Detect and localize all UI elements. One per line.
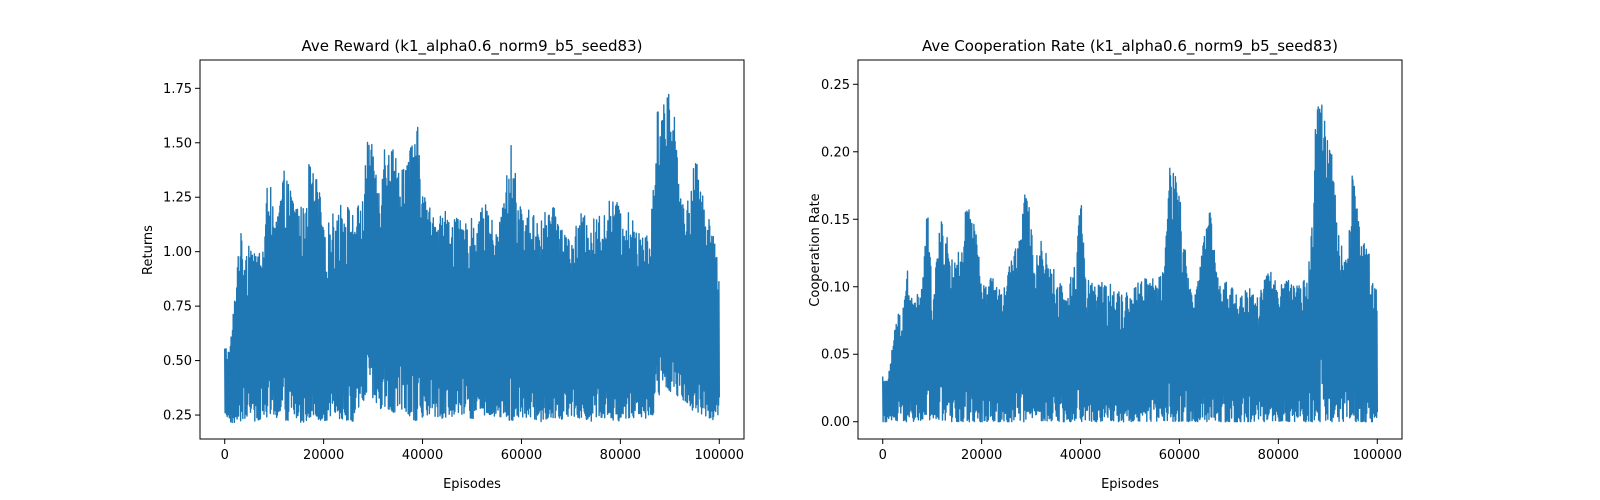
reward-chart-plot-area (224, 93, 720, 424)
cooperation-chart-series-line (882, 104, 1378, 423)
reward-chart-x-tick-label: 0 (221, 448, 229, 463)
cooperation-chart-y-axis: 0.00 0.05 0.10 0.15 0.20 0.25 (821, 78, 858, 430)
cooperation-chart-y-tick-label: 0.00 (821, 415, 850, 430)
cooperation-chart-x-tick-label: 60000 (1159, 448, 1200, 463)
reward-chart-y-tick-label: 0.75 (163, 300, 192, 315)
cooperation-chart-y-tick-label: 0.10 (821, 280, 850, 295)
cooperation-chart-xlabel: Episodes (1101, 477, 1159, 492)
cooperation-chart-title: Ave Cooperation Rate (k1_alpha0.6_norm9_… (922, 37, 1338, 56)
reward-chart-y-tick-label: 1.50 (163, 136, 192, 151)
reward-chart-frame (199, 59, 745, 440)
cooperation-chart-plot-area (882, 104, 1378, 423)
cooperation-chart-x-tick-label: 100000 (1352, 448, 1402, 463)
cooperation-chart: Ave Cooperation Rate (k1_alpha0.6_norm9_… (808, 37, 1403, 492)
reward-chart-x-tick-label: 40000 (402, 448, 443, 463)
reward-chart-title: Ave Reward (k1_alpha0.6_norm9_b5_seed83) (302, 37, 643, 56)
reward-chart-series-line (224, 93, 720, 424)
reward-chart-y-tick-label: 1.75 (163, 82, 192, 97)
reward-chart-x-tick-label: 100000 (694, 448, 744, 463)
reward-chart-x-tick-label: 80000 (600, 448, 641, 463)
reward-chart-y-tick-label: 1.00 (163, 245, 192, 260)
reward-chart-x-tick-label: 20000 (303, 448, 344, 463)
cooperation-chart-x-tick-label: 80000 (1258, 448, 1299, 463)
reward-chart-x-axis: 0 20000 40000 60000 80000 100000 (221, 439, 744, 463)
reward-chart-y-tick-label: 0.50 (163, 354, 192, 369)
cooperation-chart-ylabel: Cooperation Rate (808, 193, 823, 306)
reward-chart-y-tick-label: 1.25 (163, 191, 192, 206)
reward-chart-y-axis: 0.25 0.50 0.75 1.00 1.25 1.50 1.75 (163, 82, 200, 424)
reward-chart: Ave Reward (k1_alpha0.6_norm9_b5_seed83)… (141, 37, 745, 492)
cooperation-chart-x-tick-label: 40000 (1060, 448, 1101, 463)
cooperation-chart-x-tick-label: 0 (879, 448, 887, 463)
reward-chart-xlabel: Episodes (443, 477, 501, 492)
cooperation-chart-x-tick-label: 20000 (961, 448, 1002, 463)
reward-chart-ylabel: Returns (141, 225, 156, 275)
cooperation-chart-y-tick-label: 0.15 (821, 213, 850, 228)
reward-chart-y-tick-label: 0.25 (163, 409, 192, 424)
cooperation-chart-y-tick-label: 0.25 (821, 78, 850, 93)
cooperation-chart-y-tick-label: 0.20 (821, 145, 850, 160)
cooperation-chart-y-tick-label: 0.05 (821, 348, 850, 363)
cooperation-chart-x-axis: 0 20000 40000 60000 80000 100000 (879, 439, 1402, 463)
reward-chart-x-tick-label: 60000 (501, 448, 542, 463)
cooperation-chart-frame (857, 59, 1403, 440)
